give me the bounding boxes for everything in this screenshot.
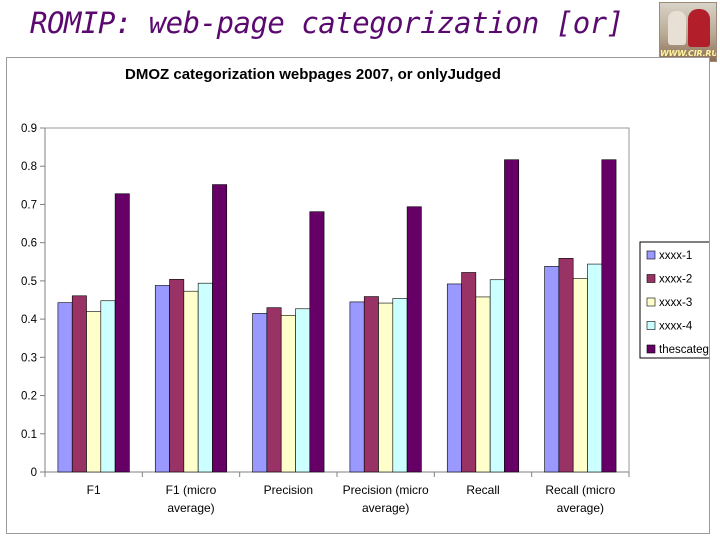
bar-xxxx-2-2 [266,307,282,473]
bar-xxxx-2-3 [363,296,379,473]
legend-label-thescateg: thescateg [659,344,709,356]
bar-xxxx-3-5 [572,278,588,473]
y-tick-label: 0.5 [21,276,37,288]
chart-area: DMOZ categorization webpages 2007, or on… [6,57,710,534]
legend-label-xxxx-4: xxxx-4 [659,321,693,333]
bar-xxxx-3-3 [378,302,394,473]
chart-title: DMOZ categorization webpages 2007, or on… [125,66,501,83]
bar-xxxx-1-4 [446,283,462,473]
x-category-label: average) [557,501,604,515]
bar-xxxx-4-5 [587,263,603,473]
legend-label-xxxx-1: xxxx-1 [659,250,692,262]
cir-logo: WWW.CIR.RU [659,2,717,62]
x-category-label: Precision [264,483,313,497]
y-tick-label: 0.6 [21,238,37,250]
legend-items: xxxx-1 xxxx-2 xxxx-3 xxxx-4 thescateg [646,250,709,356]
bar-thescateg-4 [504,159,520,473]
bar-xxxx-4-4 [489,279,505,473]
x-axis-labels: F1 F1 (micro average) Precision Precision (m… [44,472,630,515]
bar-xxxx-4-0 [100,300,116,473]
bar-xxxx-2-4 [461,272,477,473]
bar-thescateg-5 [601,159,617,473]
bar-xxxx-3-0 [86,311,102,473]
legend-swatch-xxxx-4 [646,321,656,330]
bar-xxxx-1-3 [349,301,365,473]
y-tick-label: 0.9 [21,123,37,135]
bar-chart: DMOZ categorization webpages 2007, or on… [21,66,709,515]
bar-xxxx-2-1 [169,279,185,473]
bar-xxxx-3-2 [280,314,296,473]
bar-xxxx-1-5 [544,266,560,473]
bar-xxxx-4-2 [295,308,311,473]
bar-xxxx-4-3 [392,298,408,473]
legend-swatch-thescateg [646,344,656,354]
bar-xxxx-4-1 [197,282,213,473]
bar-thescateg-0 [114,193,130,473]
y-tick-label: 0.2 [21,391,37,403]
y-tick-label: 0 [31,467,37,479]
bar-xxxx-3-4 [475,296,491,473]
bar-xxxx-1-1 [154,285,170,473]
x-category-label: average) [167,501,214,515]
bars [57,159,617,473]
bar-thescateg-2 [309,211,325,473]
bar-xxxx-1-0 [57,302,73,473]
logo-text: WWW.CIR.RU [660,49,717,58]
bar-xxxx-3-1 [183,290,199,473]
legend-swatch-xxxx-3 [646,297,656,307]
slide-title: ROMIP: web-page categorization [or] [30,6,624,40]
x-category-label: Recall (micro [545,483,615,497]
bar-xxxx-2-0 [71,295,87,473]
y-tick-label: 0.7 [21,199,37,211]
x-category-label: average) [362,501,409,515]
x-category-label: F1 (micro [166,483,217,497]
y-tick-label: 0.3 [21,352,37,364]
x-category-label: Recall [466,483,499,497]
legend-label-xxxx-3: xxxx-3 [659,297,692,309]
legend-label-xxxx-2: xxxx-2 [659,274,692,286]
legend-swatch-xxxx-1 [646,250,656,260]
y-ticks: 0 0.1 0.2 0.3 0.4 0.5 0.6 0.7 0.8 0.9 [21,123,45,479]
bar-xxxx-2-5 [558,258,574,473]
bar-thescateg-1 [212,184,228,473]
y-tick-label: 0.4 [21,314,38,326]
x-category-label: Precision (micro [343,483,429,497]
plot-area [44,127,630,473]
bar-thescateg-3 [406,206,422,473]
bar-xxxx-1-2 [252,313,268,473]
y-tick-label: 0.8 [21,161,37,173]
y-tick-label: 0.1 [21,429,37,441]
x-category-label: F1 [87,483,101,497]
legend-swatch-xxxx-2 [646,274,656,283]
